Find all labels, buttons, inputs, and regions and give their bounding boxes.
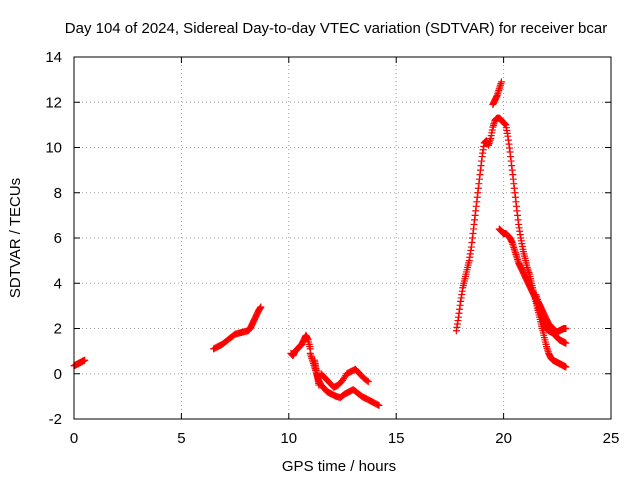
data-point [257, 303, 265, 311]
y-tick-label: 12 [45, 94, 62, 111]
y-tick-label: 4 [54, 275, 62, 292]
y-tick-labels: -2 0 2 4 6 8 10 12 14 [45, 49, 62, 428]
series-seg6 [311, 356, 323, 389]
data-point [562, 339, 570, 347]
series-seg8 [489, 78, 505, 109]
x-tick-label: 20 [495, 430, 512, 447]
x-tick-labels: 0 5 10 15 20 25 [70, 430, 620, 447]
chart-title: Day 104 of 2024, Sidereal Day-to-day VTE… [65, 20, 607, 37]
y-tick-label: -2 [49, 411, 62, 428]
series-seg10 [532, 291, 570, 336]
data-point [364, 378, 372, 386]
series-seg7 [452, 114, 570, 371]
y-axis-label: SDTVAR / TECUs [7, 178, 24, 298]
series-seg3 [287, 331, 314, 360]
x-tick-label: 0 [70, 430, 78, 447]
y-tick-label: 0 [54, 366, 62, 383]
data-point [375, 401, 383, 409]
x-tick-label: 15 [388, 430, 405, 447]
data-point [315, 381, 323, 389]
x-tick-label: 10 [280, 430, 297, 447]
data-point [363, 377, 371, 385]
grid [74, 57, 611, 419]
x-tick-label: 5 [177, 430, 185, 447]
x-tick-label: 25 [603, 430, 620, 447]
data-point [497, 78, 505, 86]
y-tick-label: 2 [54, 321, 62, 338]
plot-frame [73, 56, 612, 420]
series-seg5 [317, 365, 372, 391]
y-tick-label: 14 [45, 49, 62, 66]
data-point [81, 356, 89, 364]
y-tick-label: 6 [54, 230, 62, 247]
series-seg2 [210, 303, 265, 353]
x-axis-label: GPS time / hours [282, 458, 396, 475]
data-point [562, 363, 570, 371]
y-tick-label: 10 [45, 140, 62, 157]
data-points [70, 78, 570, 409]
series-seg1 [70, 356, 89, 370]
data-point [562, 325, 570, 332]
y-tick-label: 8 [54, 185, 62, 202]
